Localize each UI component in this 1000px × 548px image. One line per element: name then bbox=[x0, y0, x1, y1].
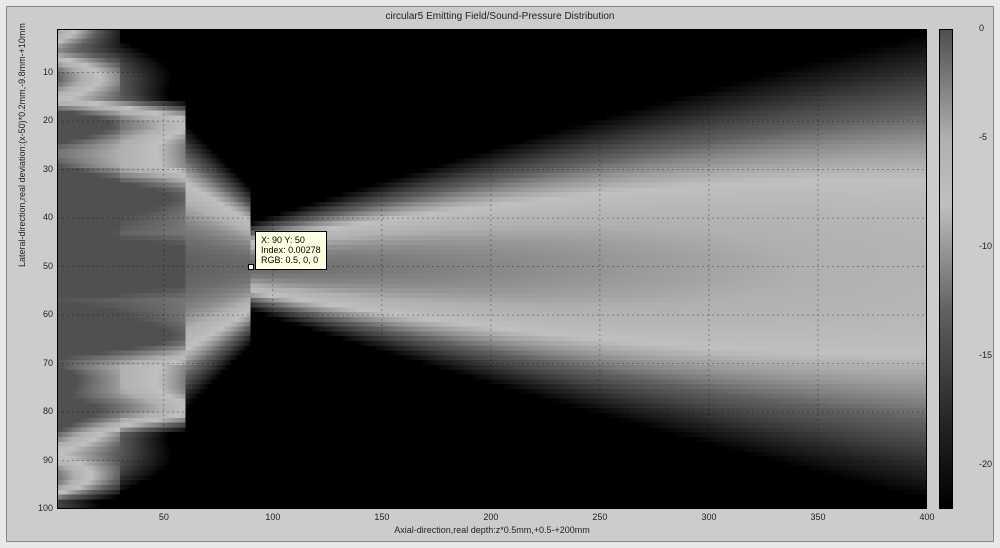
figure-window: circular5 Emitting Field/Sound-Pressure … bbox=[6, 6, 994, 542]
colorbar-tick-label: -10 bbox=[979, 241, 992, 251]
y-tick-label: 70 bbox=[29, 358, 53, 368]
y-axis-label: Lateral-direction,real deviation:(x-50)*… bbox=[17, 23, 27, 267]
y-tick-label: 90 bbox=[29, 455, 53, 465]
y-tick-label: 10 bbox=[29, 67, 53, 77]
colorbar-gradient bbox=[940, 30, 952, 508]
x-tick-label: 400 bbox=[917, 512, 937, 522]
colorbar-tick-label: 0 bbox=[979, 23, 984, 33]
datatip-line-1: X: 90 Y: 50 bbox=[261, 235, 321, 245]
x-tick-label: 350 bbox=[808, 512, 828, 522]
y-tick-label: 60 bbox=[29, 309, 53, 319]
x-tick-label: 250 bbox=[590, 512, 610, 522]
y-tick-label: 80 bbox=[29, 406, 53, 416]
x-tick-label: 300 bbox=[699, 512, 719, 522]
heatmap-image bbox=[57, 29, 927, 509]
datatip-line-3: RGB: 0.5, 0, 0 bbox=[261, 255, 321, 265]
datatip-box[interactable]: X: 90 Y: 50 Index: 0.00278 RGB: 0.5, 0, … bbox=[255, 231, 327, 270]
x-tick-label: 50 bbox=[154, 512, 174, 522]
colorbar-tick-label: -15 bbox=[979, 350, 992, 360]
x-tick-label: 150 bbox=[372, 512, 392, 522]
colorbar-tick-label: -5 bbox=[979, 132, 987, 142]
y-tick-label: 50 bbox=[29, 261, 53, 271]
y-tick-label: 30 bbox=[29, 164, 53, 174]
heatmap-axes[interactable]: X: 90 Y: 50 Index: 0.00278 RGB: 0.5, 0, … bbox=[57, 29, 927, 509]
y-tick-label: 100 bbox=[29, 503, 53, 513]
y-tick-label: 40 bbox=[29, 212, 53, 222]
colorbar-tick-label: -20 bbox=[979, 459, 992, 469]
colorbar[interactable] bbox=[939, 29, 953, 509]
x-tick-label: 100 bbox=[263, 512, 283, 522]
plot-title: circular5 Emitting Field/Sound-Pressure … bbox=[7, 11, 993, 22]
x-axis-label: Axial-direction,real depth:z*0.5mm,+0.5-… bbox=[57, 525, 927, 535]
datatip-marker[interactable] bbox=[248, 264, 254, 270]
y-tick-label: 20 bbox=[29, 115, 53, 125]
x-tick-label: 200 bbox=[481, 512, 501, 522]
datatip-line-2: Index: 0.00278 bbox=[261, 245, 321, 255]
